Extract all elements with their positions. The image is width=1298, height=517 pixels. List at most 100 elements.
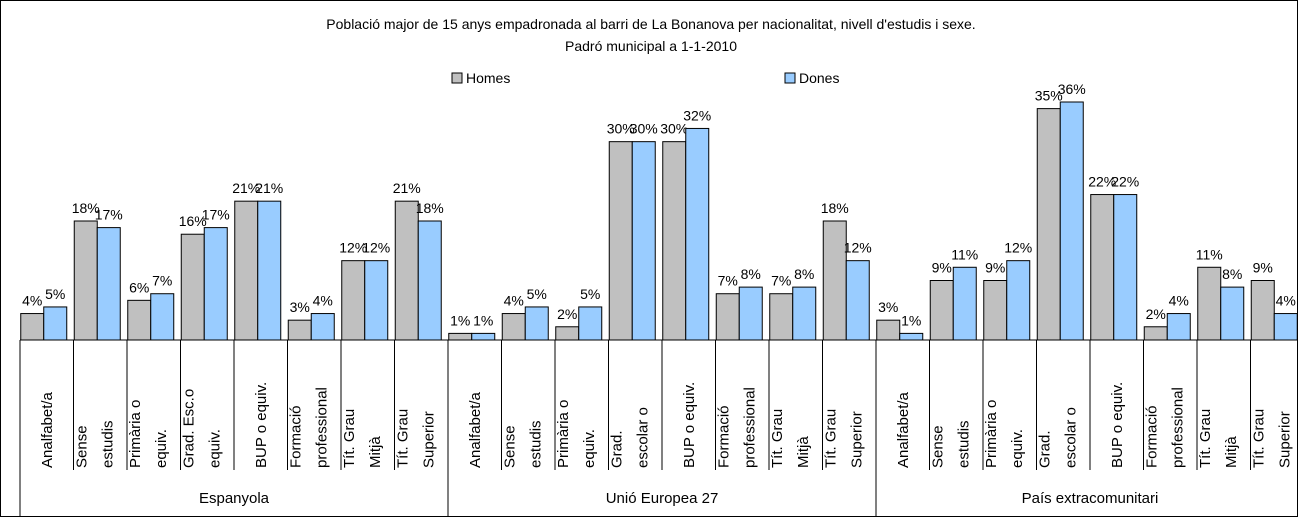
data-label: 6% — [129, 279, 149, 295]
bar — [501, 313, 526, 341]
x-tick-label: Formació — [715, 405, 732, 468]
x-tick-label: equiv. — [581, 429, 598, 468]
data-label: 2% — [557, 306, 577, 322]
chart-title: Població major de 15 anys empadronada al… — [326, 16, 975, 32]
x-tick-label: Formació — [1143, 405, 1160, 468]
data-label: 11% — [951, 246, 978, 262]
data-label: 8% — [794, 266, 814, 282]
legend-label: Homes — [466, 70, 510, 86]
bar — [364, 260, 389, 341]
legend-label: Dones — [799, 70, 839, 86]
data-label: 22% — [1111, 174, 1139, 190]
data-label: 3% — [290, 299, 310, 315]
data-label: 11% — [1196, 246, 1223, 262]
data-label: 22% — [1088, 174, 1116, 190]
x-tick-label: Primària o — [555, 400, 572, 468]
data-label: 4% — [313, 293, 333, 309]
data-label: 7% — [771, 273, 791, 289]
data-label: 5% — [580, 286, 600, 302]
bar — [899, 332, 924, 341]
data-label: 21% — [255, 180, 283, 196]
data-label: 17% — [95, 207, 123, 223]
x-tick-label: BUP o equiv. — [681, 382, 698, 468]
x-tick-label: BUP o equiv. — [253, 382, 270, 468]
x-tick-label: Grad. — [1036, 430, 1053, 468]
data-label: 18% — [821, 200, 849, 216]
x-tick-label: Tít. Grau — [769, 409, 786, 468]
x-tick-label: professional — [1169, 387, 1186, 468]
data-label: 8% — [1222, 266, 1242, 282]
bar — [578, 306, 603, 341]
bar — [150, 293, 175, 341]
x-tick-label: professional — [741, 387, 758, 468]
bar — [662, 141, 687, 341]
bar — [524, 306, 549, 341]
x-tick-label: Primària o — [127, 400, 144, 468]
bar — [341, 260, 366, 341]
x-tick-label: Mitjà — [1223, 436, 1240, 468]
data-label: 4% — [22, 293, 42, 309]
bar — [715, 293, 740, 341]
x-tick-label: Sense — [501, 425, 518, 468]
data-label: 9% — [1253, 260, 1273, 276]
x-tick-label: Superior — [420, 411, 437, 468]
data-label: 32% — [683, 107, 711, 123]
x-tick-label: Superior — [848, 411, 865, 468]
x-tick-label: Tít. Grau — [1250, 409, 1267, 468]
x-tick-label: Formació — [287, 405, 304, 468]
data-label: 12% — [362, 240, 390, 256]
bar — [1090, 194, 1115, 341]
bar — [738, 286, 763, 341]
bar — [257, 200, 282, 341]
x-tick-label: Mitjà — [795, 436, 812, 468]
bar — [769, 293, 794, 341]
data-label: 5% — [527, 286, 547, 302]
x-tick-label: Tít. Grau — [822, 409, 839, 468]
data-label: 1% — [473, 312, 493, 328]
x-tick-label: equiv. — [206, 429, 223, 468]
x-tick-label: Primària o — [983, 400, 1000, 468]
bar — [1273, 313, 1298, 341]
x-tick-label: Grad. Esc.o — [180, 389, 197, 468]
data-label: 18% — [416, 200, 444, 216]
bar — [1113, 194, 1138, 341]
x-tick-label: estudis — [99, 420, 116, 468]
data-label: 1% — [901, 312, 921, 328]
bar — [845, 260, 870, 341]
bar — [448, 332, 473, 341]
data-label: 30% — [607, 121, 635, 137]
legend-swatch — [784, 72, 796, 84]
group-label: Espanyola — [199, 490, 270, 507]
x-tick-label: Analfabet/a — [39, 391, 56, 468]
x-tick-label: estudis — [527, 420, 544, 468]
bar — [43, 306, 68, 341]
x-tick-label: equiv. — [153, 429, 170, 468]
bar — [96, 227, 121, 341]
bar — [310, 313, 335, 341]
bar — [1143, 326, 1168, 341]
bar — [20, 313, 45, 341]
x-tick-label: Superior — [1276, 411, 1293, 468]
bar — [1166, 313, 1191, 341]
bar — [417, 220, 442, 341]
data-label: 5% — [45, 286, 65, 302]
data-label: 4% — [1276, 293, 1296, 309]
bar — [127, 299, 152, 341]
data-label: 35% — [1035, 88, 1063, 104]
data-label: 17% — [202, 207, 230, 223]
bar — [73, 220, 98, 341]
legend-swatch — [451, 72, 463, 84]
chart-subtitle: Padró municipal a 1-1-2010 — [565, 38, 737, 54]
group-label: País extracomunitari — [1022, 490, 1159, 507]
data-label: 30% — [630, 121, 658, 137]
bar — [631, 141, 656, 341]
x-tick-label: equiv. — [1009, 429, 1026, 468]
x-tick-label: Mitjà — [367, 436, 384, 468]
data-label: 18% — [72, 200, 100, 216]
bar — [234, 200, 259, 341]
data-label: 9% — [985, 260, 1005, 276]
data-label: 9% — [932, 260, 952, 276]
data-label: 4% — [1169, 293, 1189, 309]
data-label: 21% — [393, 180, 421, 196]
x-tick-label: Sense — [73, 425, 90, 468]
